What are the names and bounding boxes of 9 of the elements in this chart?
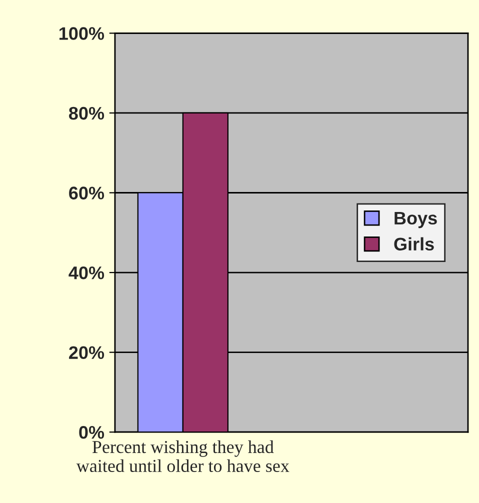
y-tick-label: 40% xyxy=(68,266,104,280)
y-tick-label: 100% xyxy=(60,27,104,40)
y-tick-label: 60% xyxy=(69,186,104,200)
legend-label: Boys xyxy=(394,212,437,228)
y-tick-label: 20% xyxy=(69,346,104,360)
y-tick-label: 80% xyxy=(68,106,104,120)
y-tick-label: 0% xyxy=(79,426,104,439)
x-tick-label: Percent wishing they had waited until older to have sex xyxy=(76,440,290,472)
legend-label: Girls xyxy=(394,237,434,251)
